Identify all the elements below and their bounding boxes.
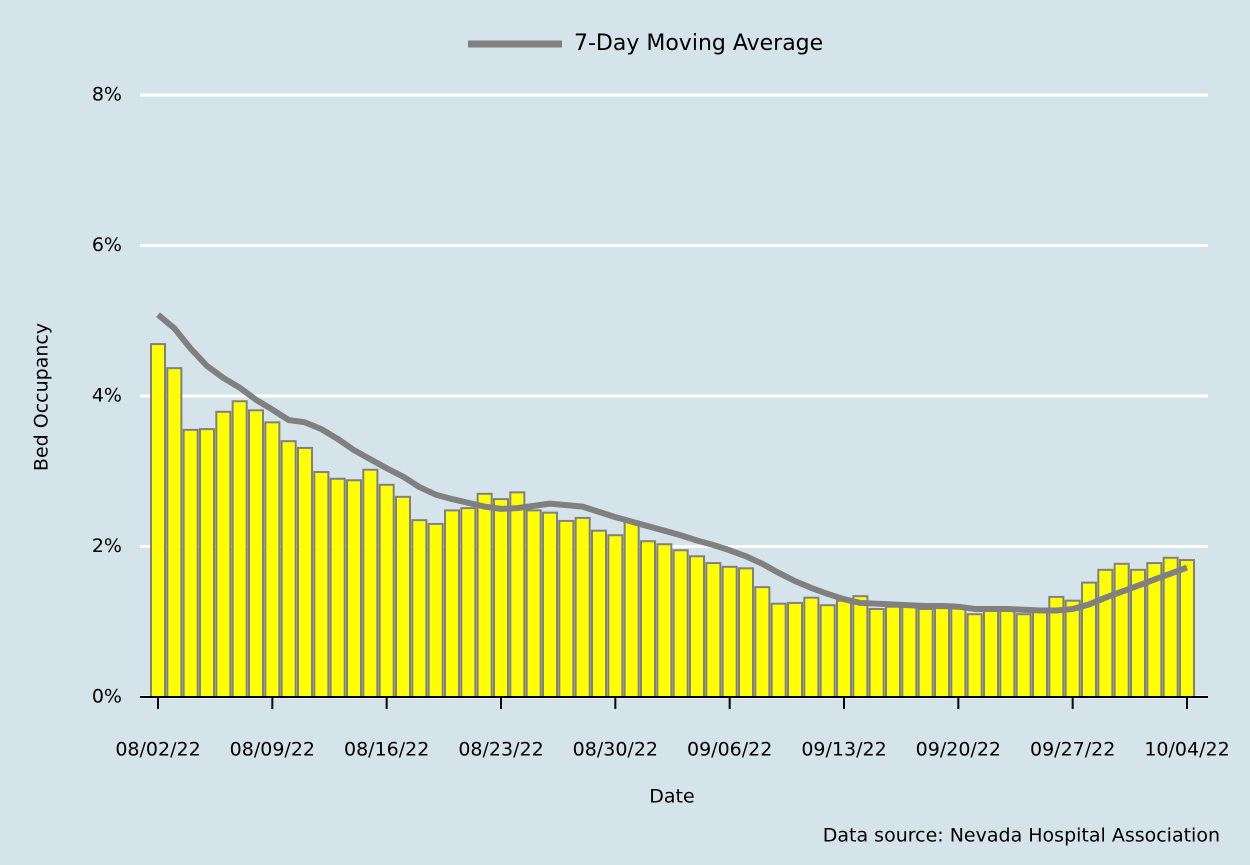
bar bbox=[345, 479, 363, 698]
bar bbox=[215, 410, 232, 698]
source-note: Data source: Nevada Hospital Association bbox=[823, 825, 1220, 847]
x-tick-label: 09/13/22 bbox=[801, 739, 886, 761]
bar bbox=[525, 509, 542, 698]
bar bbox=[231, 400, 248, 698]
x-tick-label: 08/02/22 bbox=[115, 739, 200, 761]
bar bbox=[182, 428, 199, 698]
bar bbox=[868, 607, 885, 699]
bar bbox=[966, 613, 983, 698]
y-tick-label: 0% bbox=[92, 686, 122, 708]
bar bbox=[1113, 562, 1130, 698]
bar bbox=[378, 483, 395, 699]
bar bbox=[737, 567, 755, 699]
bar bbox=[982, 608, 1000, 699]
bar bbox=[296, 446, 314, 698]
bar bbox=[656, 543, 673, 698]
bar bbox=[460, 507, 477, 698]
bar bbox=[492, 498, 510, 698]
y-tick-label: 2% bbox=[92, 535, 122, 557]
y-tick-label: 4% bbox=[92, 385, 122, 407]
bar bbox=[884, 605, 902, 699]
x-tick-label: 08/23/22 bbox=[458, 739, 543, 761]
bar bbox=[1178, 559, 1196, 698]
legend-label: 7-Day Moving Average bbox=[574, 31, 823, 56]
bar bbox=[313, 471, 330, 698]
bar bbox=[1015, 613, 1032, 698]
x-tick-label: 09/27/22 bbox=[1030, 739, 1115, 761]
bar bbox=[835, 599, 853, 698]
bar bbox=[917, 607, 934, 699]
bar bbox=[558, 519, 575, 698]
x-tick-label: 08/16/22 bbox=[344, 739, 429, 761]
bar bbox=[754, 586, 771, 699]
bar bbox=[443, 509, 461, 698]
bar bbox=[639, 540, 657, 698]
bar bbox=[149, 343, 167, 698]
bar bbox=[166, 367, 183, 698]
bar bbox=[819, 604, 836, 699]
bar bbox=[476, 492, 493, 699]
bar bbox=[590, 529, 608, 699]
y-tick-label: 8% bbox=[92, 84, 122, 106]
x-tick-label: 09/20/22 bbox=[916, 739, 1001, 761]
bar bbox=[623, 520, 640, 698]
x-tick-label: 08/09/22 bbox=[230, 739, 315, 761]
moving-average-line bbox=[156, 312, 1189, 614]
x-tick-label: 09/06/22 bbox=[687, 739, 772, 761]
bar bbox=[852, 595, 869, 698]
bar bbox=[999, 608, 1016, 699]
bar bbox=[933, 605, 951, 699]
bar bbox=[688, 555, 706, 698]
bar bbox=[705, 562, 722, 698]
bar bbox=[1097, 568, 1114, 699]
x-tick-label: 08/30/22 bbox=[573, 739, 658, 761]
bar bbox=[574, 516, 591, 699]
bar bbox=[411, 519, 428, 698]
bar bbox=[427, 522, 444, 698]
x-tick-label: 10/04/22 bbox=[1144, 739, 1229, 761]
y-axis-label: Bed Occupancy bbox=[31, 323, 53, 471]
bar bbox=[770, 602, 787, 698]
bar bbox=[362, 468, 379, 698]
bar bbox=[280, 440, 297, 698]
bar bbox=[1031, 610, 1049, 699]
bar bbox=[329, 477, 346, 698]
bar bbox=[1162, 556, 1179, 698]
bar bbox=[803, 596, 820, 698]
bar bbox=[541, 511, 559, 699]
bar bbox=[264, 421, 281, 698]
bar bbox=[786, 601, 804, 698]
bar bbox=[394, 495, 412, 698]
bar bbox=[1064, 599, 1081, 698]
bar bbox=[950, 607, 967, 699]
bar bbox=[509, 491, 526, 698]
x-axis-label: Date bbox=[649, 786, 694, 808]
y-tick-label: 6% bbox=[92, 234, 122, 256]
bar bbox=[247, 409, 265, 698]
bar bbox=[672, 549, 689, 699]
bar bbox=[721, 565, 738, 698]
bar bbox=[198, 428, 216, 698]
bar bbox=[901, 604, 918, 699]
bar bbox=[607, 534, 624, 699]
